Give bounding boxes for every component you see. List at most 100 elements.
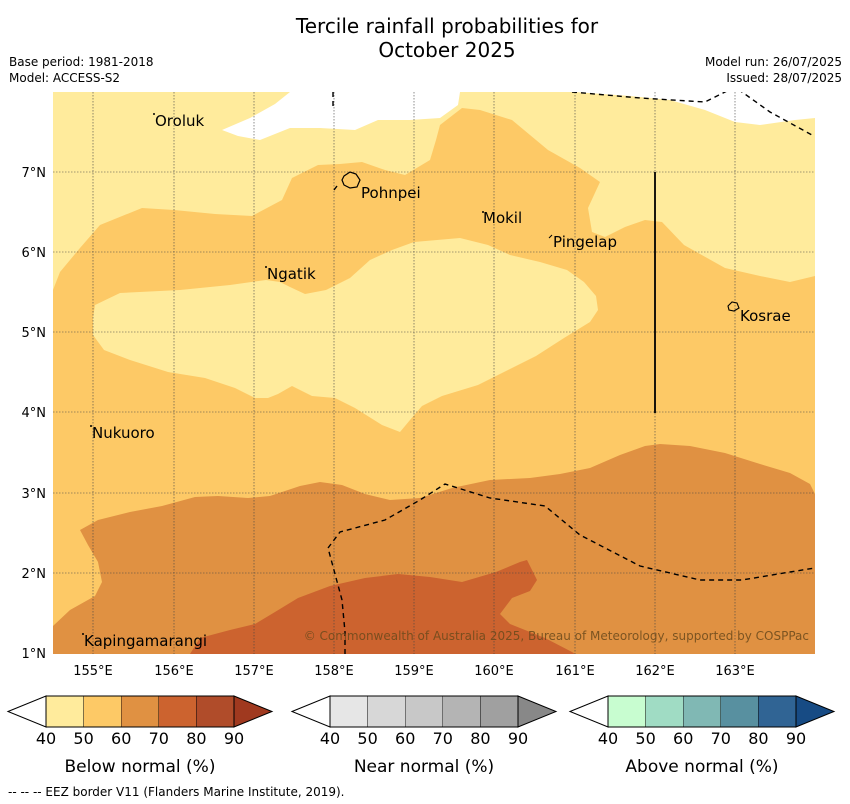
below-legend-swatch [196,695,235,728]
below-legend-high-arrow [233,695,274,728]
above-legend-tick: 70 [711,729,731,748]
legend-near-normal: 40 50 60 70 80 90 [290,695,558,748]
lon-label-159e: 159°E [394,664,434,679]
near-legend-swatch [329,695,368,728]
below-legend-swatch [158,695,197,728]
above-legend-swatch [683,695,722,728]
near-legend-tick: 50 [357,729,377,748]
issued-date: Issued: 28/07/2025 [726,71,842,85]
lat-label-3n: 3°N [22,487,47,502]
below-legend-tick: 90 [224,729,244,748]
near-legend-tick: 60 [395,729,415,748]
place-oroluk: Oroluk [155,112,204,130]
below-legend-tick: 50 [73,729,93,748]
above-legend-frame [607,695,797,728]
near-legend-swatch [442,695,481,728]
model-name: Model: ACCESS-S2 [9,71,121,85]
legend-above-label: Above normal (%) [625,757,778,777]
above-legend-low-arrow [568,695,609,728]
above-legend-tick: 40 [598,729,618,748]
place-nukuoro: Nukuoro [92,424,155,442]
zone-60-70-south [53,444,815,654]
legend-above-normal: 40 50 60 70 80 90 [568,695,836,748]
lon-label-160e: 160°E [474,664,514,679]
lon-label-162e: 162°E [635,664,675,679]
near-legend-tick: 40 [320,729,340,748]
below-legend-swatch [45,695,84,728]
title-line-1: Tercile rainfall probabilities for [295,14,599,38]
zone-white-north-left [222,92,460,140]
below-legend-swatch [83,695,122,728]
zone-70-80-south [190,560,575,654]
near-legend-low-arrow [290,695,331,728]
near-legend-high-arrow [517,695,558,728]
pingelap-marker [548,234,553,239]
lon-label-158e: 158°E [314,664,354,679]
pohnpei-outline [341,171,361,189]
above-legend-tick: 80 [748,729,768,748]
copyright-notice: © Commonwealth of Australia 2025, Bureau… [304,629,809,643]
title-line-2: October 2025 [378,38,516,62]
grid-lines [53,92,815,654]
lon-label-155e: 155°E [73,664,113,679]
near-legend-tick: 90 [508,729,528,748]
legend-near-label: Near normal (%) [354,757,494,777]
lon-labels: 155°E 156°E 157°E 158°E 159°E 160°E 161°… [73,664,755,679]
near-legend-frame [329,695,519,728]
lon-label-157e: 157°E [234,664,274,679]
lat-label-6n: 6°N [22,246,47,261]
place-pingelap: Pingelap [553,233,617,251]
below-legend-tick: 70 [149,729,169,748]
lat-labels: 7°N 6°N 5°N 4°N 3°N 2°N 1°N [22,166,47,662]
above-legend-swatch [645,695,684,728]
meta-left: Base period: 1981-2018 Model: ACCESS-S2 [9,54,154,86]
oroluk-marker [153,113,155,115]
meta-right: Model run: 26/07/2025 Issued: 28/07/2025 [705,54,842,86]
ngatik-marker [265,266,267,268]
zone-40-50-north [53,92,815,290]
place-mokil: Mokil [483,209,522,227]
lon-label-156e: 156°E [154,664,194,679]
lat-label-7n: 7°N [22,166,47,181]
below-legend-tick: 60 [111,729,131,748]
below-legend-frame [45,695,235,728]
above-legend-high-arrow [795,695,836,728]
above-legend-tick: 50 [635,729,655,748]
place-pohnpei: Pohnpei [361,184,421,202]
place-ngatik: Ngatik [267,265,316,283]
zone-white-north-right [575,92,815,125]
eez-borders [327,92,815,654]
above-legend-swatch [720,695,759,728]
near-legend-swatch [480,695,519,728]
above-legend-swatch [607,695,646,728]
below-legend-tick: 40 [36,729,56,748]
below-legend-swatch [120,695,159,728]
zone-40-50-central [93,238,598,432]
nukuoro-marker [90,425,92,427]
lat-label-5n: 5°N [22,326,47,341]
base-period: Base period: 1981-2018 [9,55,154,69]
place-kosrae: Kosrae [740,307,791,325]
legend-below-label: Below normal (%) [65,757,216,777]
footnote-eez: -- -- -- EEZ border V11 (Flanders Marine… [8,785,345,799]
mokil-marker [482,211,484,213]
above-legend-tick: 90 [786,729,806,748]
legend-below-normal: 40 50 60 70 80 90 [6,695,274,748]
kosrae-outline [727,301,740,312]
near-legend-swatch [405,695,444,728]
below-legend-low-arrow [6,695,47,728]
near-legend-tick: 70 [433,729,453,748]
lon-label-163e: 163°E [715,664,755,679]
above-legend-tick: 60 [673,729,693,748]
kapingamarangi-marker [82,633,84,635]
lon-label-161e: 161°E [555,664,595,679]
near-legend-swatch [367,695,406,728]
model-run: Model run: 26/07/2025 [704,55,842,69]
place-kapingamarangi: Kapingamarangi [84,632,207,650]
below-legend-tick: 80 [186,729,206,748]
map-title: Tercile rainfall probabilities for Octob… [0,14,850,62]
lat-label-4n: 4°N [22,406,47,421]
lat-label-1n: 1°N [22,647,47,662]
map-area: Oroluk Pohnpei Mokil Pingelap Ngatik Kos… [53,92,815,654]
above-legend-swatch [758,695,797,728]
